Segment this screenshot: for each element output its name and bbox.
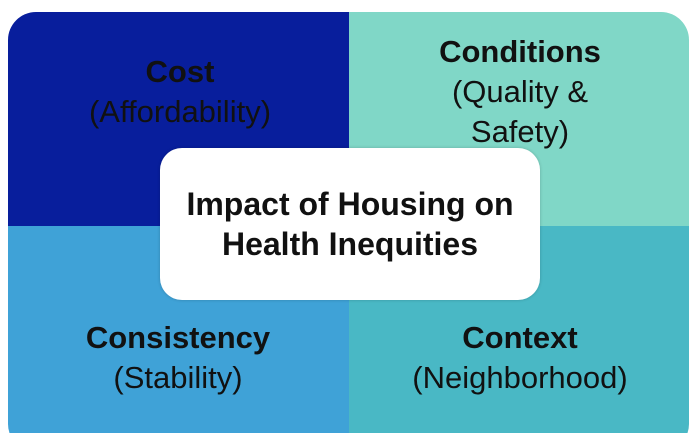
quadrant-label: Conditions (Quality & Safety) — [415, 32, 625, 152]
title: Consistency — [85, 320, 271, 355]
title: Cost — [145, 54, 215, 89]
quadrant-label: Cost (Affordability) — [30, 52, 330, 132]
center-label: Impact of Housing on Health Inequities — [186, 186, 514, 262]
center-box: Impact of Housing on Health Inequities — [160, 148, 540, 300]
subtitle: (Neighborhood) — [412, 360, 628, 395]
title: Context — [462, 320, 578, 355]
subtitle: (Affordability) — [88, 94, 272, 129]
title: Conditions — [439, 34, 601, 69]
subtitle: (Quality & Safety) — [451, 74, 589, 149]
subtitle: (Stability) — [113, 360, 243, 395]
quadrant-label: Consistency (Stability) — [28, 318, 328, 398]
quadrant-label: Context (Neighborhood) — [370, 318, 670, 398]
